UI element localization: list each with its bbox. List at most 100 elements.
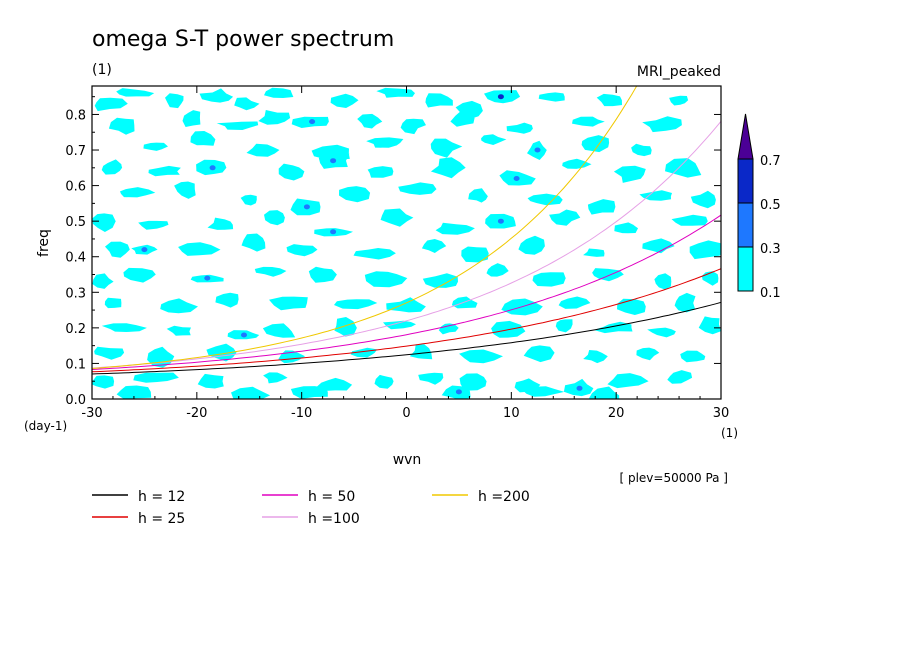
colorbar-segment — [737, 202, 754, 248]
dispersion-curve-h200 — [92, 86, 638, 369]
contour-core — [513, 176, 520, 181]
contour-blob — [654, 273, 672, 290]
contour-blob — [339, 186, 371, 203]
contour-blob — [264, 87, 294, 98]
contour-blob — [665, 158, 702, 178]
contour-blob — [425, 93, 453, 108]
dispersion-curve-h50 — [92, 214, 721, 370]
contour-blob — [680, 350, 706, 363]
contour-blob — [357, 113, 383, 129]
x-tick-label: 30 — [713, 406, 730, 421]
colorbar-segment — [737, 246, 754, 292]
contour-blob — [613, 165, 646, 183]
contour-blob — [523, 345, 555, 363]
contour-blob — [642, 116, 682, 133]
contour-blob — [334, 317, 357, 337]
y-tick-label: 0.5 — [65, 215, 86, 230]
y-tick-label: 0.4 — [65, 251, 86, 266]
contour-blob — [518, 235, 545, 255]
colorbar-arrow — [737, 113, 754, 160]
contour-blob — [450, 108, 475, 127]
dispersion-curve-h12 — [92, 301, 721, 375]
x-axis-ticks: -30 -20 -10 0 10 20 30 — [81, 86, 729, 421]
contour-blob — [421, 239, 447, 253]
contour-blob — [430, 138, 463, 158]
contour-blob — [353, 248, 396, 260]
x-axis-unit: (1) — [721, 426, 738, 440]
chart-title: omega S-T power spectrum — [92, 27, 394, 52]
contour-blob — [123, 267, 156, 283]
contour-blob — [143, 142, 168, 151]
contour-blob — [174, 181, 196, 199]
contour-blob — [101, 159, 123, 175]
contour-blob — [178, 242, 221, 256]
contour-blob — [108, 117, 135, 135]
contour-blob — [94, 346, 125, 360]
y-axis-ticks: 0.0 0.1 0.2 0.3 0.4 0.5 0.6 0.7 0.8 — [65, 96, 721, 408]
contour-blob — [262, 323, 296, 338]
contour-core — [330, 158, 337, 164]
contour-blob — [583, 350, 608, 364]
contour-blob — [133, 372, 179, 383]
contour-blob — [104, 297, 122, 309]
colorbar-segment — [737, 158, 754, 204]
y-tick-label: 0.1 — [65, 357, 86, 372]
colorbar-label: 0.5 — [760, 198, 781, 213]
contour-core — [497, 218, 504, 224]
contour-blob — [422, 273, 458, 288]
contour-blob — [521, 386, 565, 397]
contour-blob — [258, 110, 291, 125]
contour-blob — [689, 240, 721, 260]
curve-legend: h = 12 h = 25 h = 50 h =100 h =200 — [92, 489, 530, 527]
y-tick-label: 0.8 — [65, 108, 86, 123]
contour-core — [204, 275, 211, 281]
contour-blob — [549, 209, 581, 226]
x-tick-label: -30 — [81, 406, 102, 421]
contour-core — [209, 165, 216, 171]
contour-core — [241, 332, 247, 338]
x-tick-label: 10 — [503, 406, 520, 421]
contour-core — [576, 385, 583, 391]
contour-blob — [690, 190, 716, 209]
y-tick-label: 0.3 — [65, 286, 86, 301]
contour-blob — [286, 244, 318, 257]
contour-blob — [587, 199, 616, 215]
contour-blob — [254, 266, 287, 277]
contour-blob — [278, 163, 305, 181]
contour-blob — [506, 122, 533, 134]
contour-blob — [667, 370, 693, 384]
contour-blob — [166, 325, 191, 336]
contour-blob — [160, 298, 198, 314]
contour-blob — [148, 165, 181, 177]
y-axis-unit: (day-1) — [24, 419, 67, 433]
x-tick-label: -10 — [291, 406, 312, 421]
contour-blob — [486, 263, 509, 277]
legend-label: h = 12 — [138, 489, 185, 505]
y-tick-label: 0.6 — [65, 180, 86, 195]
contour-core — [303, 204, 310, 210]
contour-blob — [669, 95, 689, 106]
contour-blob — [364, 271, 408, 288]
legend-label: h = 25 — [138, 511, 185, 527]
pressure-level-note: [ plev=50000 Pa ] — [619, 471, 728, 485]
contour-blob — [562, 158, 592, 169]
contour-blob — [240, 194, 257, 206]
contour-blob — [538, 92, 565, 102]
contour-blob — [241, 233, 266, 252]
contour-blob — [614, 222, 638, 234]
contour-blob — [589, 386, 620, 399]
contour-core — [330, 229, 337, 235]
contour-blob — [674, 292, 696, 313]
contour-blob — [596, 93, 622, 107]
contour-blob — [558, 296, 591, 309]
contour-blob — [636, 347, 660, 361]
contour-blob — [366, 137, 404, 148]
contour-blob — [400, 118, 426, 135]
contour-blob — [94, 97, 128, 112]
contour-blob — [459, 373, 487, 391]
contour-blob — [639, 190, 672, 201]
contour-blob — [120, 187, 156, 198]
contour-blob — [459, 349, 503, 364]
contour-blob — [698, 316, 721, 335]
y-tick-label: 0.0 — [65, 393, 86, 408]
